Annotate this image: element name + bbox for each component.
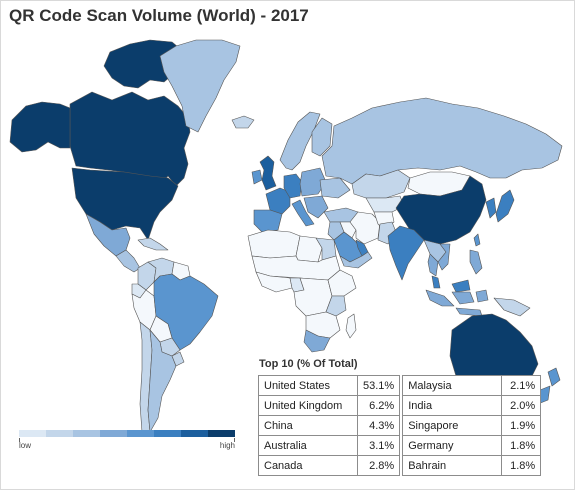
map-region-finland[interactable] [311,117,333,157]
legend-high-label: high [219,441,235,450]
map-region-philippines[interactable] [469,249,483,275]
legend-swatch-5 [127,430,154,437]
map-region-canada[interactable] [69,91,191,187]
map-region-russia[interactable] [321,97,563,185]
map-region-thailand[interactable] [427,253,439,277]
map-region-new-guinea[interactable] [493,297,531,317]
map-region-japan[interactable] [495,189,515,223]
map-region-iraq[interactable] [339,221,357,239]
map-region-kazakhstan[interactable] [351,169,411,199]
table-row: China 4.3% Singapore 1.9% [258,415,542,436]
map-region-uruguay[interactable] [171,351,185,367]
country-name: United Kingdom [258,395,358,416]
country-name: Bahrain [402,455,503,476]
country-share: 6.2% [356,395,401,416]
country-share: 3.1% [356,435,401,456]
map-region-iberia[interactable] [253,209,283,233]
top10-title: Top 10 (% Of Total) [259,358,358,370]
country-name: Malaysia [402,375,503,396]
table-row: United Kingdom 6.2% India 2.0% [258,395,542,416]
map-region-yemen-oman[interactable] [339,251,373,269]
legend-swatch-4 [100,430,127,437]
map-region-madagascar[interactable] [345,313,357,339]
map-region-taiwan[interactable] [473,233,481,247]
legend-swatch-8 [208,430,235,437]
country-name: Australia [258,435,358,456]
country-share: 4.3% [356,415,401,436]
country-share: 2.1% [501,375,542,396]
legend-swatch-6 [154,430,181,437]
top10-table: United States 53.1% Malaysia 2.1% United… [258,375,542,476]
map-region-vietnam[interactable] [437,243,451,271]
legend-swatch-1 [19,430,46,437]
legend-labels: low high [19,438,235,451]
legend-swatch-2 [46,430,73,437]
country-share: 2.8% [356,455,401,476]
legend-swatch-3 [73,430,100,437]
country-share: 1.8% [501,435,542,456]
map-region-india[interactable] [387,225,425,281]
country-name: Singapore [402,415,503,436]
map-region-arctic-islands[interactable] [103,39,185,89]
map-region-balkans[interactable] [303,195,329,219]
map-region-italy[interactable] [291,199,315,227]
legend-tick-high [234,438,235,442]
country-share: 1.8% [501,455,542,476]
map-region-mexico[interactable] [85,213,131,257]
map-region-germany[interactable] [283,173,303,199]
legend-tick-low [19,438,20,442]
table-row: United States 53.1% Malaysia 2.1% [258,375,542,396]
map-region-caribbean[interactable] [137,237,169,251]
map-region-south-africa[interactable] [303,329,331,353]
country-share: 1.9% [501,415,542,436]
map-region-greenland[interactable] [159,39,241,133]
legend-swatch-7 [181,430,208,437]
map-region-kenya[interactable] [325,295,347,317]
country-share: 2.0% [501,395,542,416]
country-name: Germany [402,435,503,456]
map-region-iceland[interactable] [231,115,255,129]
map-region-united-kingdom[interactable] [259,155,277,191]
table-row: Canada 2.8% Bahrain 1.8% [258,455,542,476]
country-share: 53.1% [356,375,401,396]
country-name: India [402,395,503,416]
map-region-alaska[interactable] [9,101,71,153]
table-row: Australia 3.1% Germany 1.8% [258,435,542,456]
map-title: QR Code Scan Volume (World) - 2017 [9,6,309,25]
map-region-ukraine[interactable] [319,177,351,199]
map-region-indonesia[interactable] [425,289,489,317]
map-region-malaysia[interactable] [431,275,471,293]
country-name: Canada [258,455,358,476]
map-region-eastern-europe[interactable] [299,167,327,197]
country-name: United States [258,375,358,396]
country-name: China [258,415,358,436]
map-region-new-zealand[interactable] [537,367,561,405]
map-region-ireland[interactable] [251,169,263,185]
color-legend: low high [19,430,235,451]
legend-low-label: low [19,441,32,450]
map-region-north-africa-west[interactable] [247,229,301,259]
legend-color-scale [19,430,235,437]
map-region-korea[interactable] [485,197,497,219]
map-region-argentina[interactable] [147,329,177,433]
